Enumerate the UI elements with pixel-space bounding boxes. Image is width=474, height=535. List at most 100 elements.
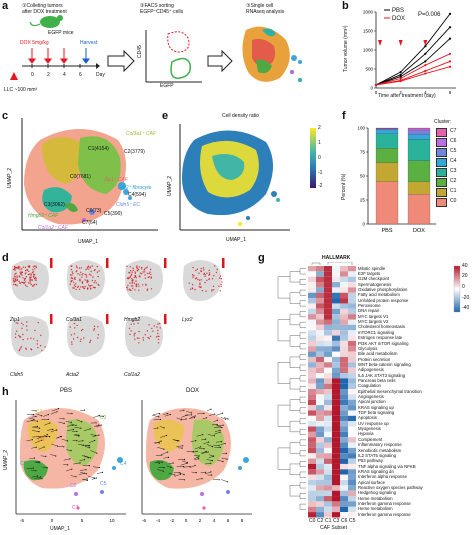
feature-point [30, 273, 32, 275]
h-velocity-head [158, 416, 160, 418]
heatmap-cell [348, 282, 356, 288]
feature-point [152, 330, 154, 332]
heatmap-cell [324, 389, 332, 395]
dendro-branch [289, 356, 300, 368]
h-velocity-arrow [160, 435, 167, 438]
feature-point [28, 270, 30, 272]
feature-point [201, 290, 203, 292]
feature-point [14, 269, 16, 271]
heatmap-cell [316, 506, 324, 513]
feature-point [16, 278, 18, 281]
h-velocity-arrow [90, 433, 96, 436]
feature-point [138, 285, 140, 287]
feature-point [19, 348, 21, 351]
feature-point [134, 271, 136, 273]
feature-point [22, 281, 24, 284]
heatmap-row-label: UV response up [358, 420, 389, 426]
h-velocity-head [183, 458, 186, 461]
e-scale-m1: -1 [318, 170, 323, 176]
h-velocity-arrow [196, 434, 203, 437]
h-velocity-arrow [161, 451, 168, 455]
feature-point [89, 286, 91, 288]
heatmap-cell [316, 314, 324, 320]
heatmap-cell [308, 367, 316, 373]
heatmap-cell [348, 346, 356, 352]
feature-point [81, 286, 84, 288]
heatmap-cell [332, 335, 340, 341]
heatmap-cell [324, 373, 332, 379]
heatmap-cell [324, 442, 332, 448]
heatmap-cell [324, 314, 332, 320]
mini-umap [242, 26, 302, 82]
mice-text: EGFP mice [48, 30, 74, 36]
heatmap-cell [340, 458, 348, 464]
h-velocity-head [221, 412, 224, 414]
feature-point [91, 279, 94, 282]
c-ylabel: UMAP_2 [7, 167, 13, 188]
heatmap-cell [332, 282, 340, 288]
feature-point [18, 280, 20, 283]
feature-point [31, 279, 33, 281]
feature-point [221, 281, 223, 283]
feature-point [35, 265, 37, 267]
dendro-branch [299, 461, 306, 467]
heatmap-cell [324, 453, 332, 459]
heatmap-cell [308, 271, 316, 277]
heatmap-cell [340, 287, 348, 293]
h-velocity-arrow [172, 439, 179, 441]
heatmap-cell [332, 421, 340, 427]
b-ylabel: Tumor volume (mm³) [343, 25, 349, 72]
h-velocity-arrow [93, 424, 99, 427]
feature-point [33, 283, 36, 286]
f-legend-label: C5 [450, 148, 457, 154]
feature-scale-bar [164, 258, 167, 268]
feature-point [17, 266, 20, 268]
heatmap-row-label: Heme metabolism [358, 506, 393, 512]
heatmap-cell [324, 463, 332, 470]
legend-dox: DOX [392, 16, 406, 22]
feature-point [137, 283, 140, 285]
feature-point [86, 279, 88, 282]
b-dose-arrow [423, 40, 428, 46]
b-series-line-PBS [375, 13, 451, 86]
feature-plot-bg [125, 316, 163, 357]
h-velocity-head [95, 422, 97, 424]
heatmap-cell [316, 447, 324, 454]
b-point-DOX [448, 52, 452, 55]
h-velocity-arrow [92, 434, 99, 437]
heatmap-cell [316, 271, 324, 277]
heatmap-cell [316, 346, 324, 352]
h-velocity-head [76, 440, 78, 442]
feature-point [146, 289, 148, 292]
h-velocity-head [49, 422, 51, 424]
h-velocity-head [163, 448, 165, 450]
heatmap-cell [316, 308, 324, 315]
h-velocity-head [221, 427, 223, 429]
h-velocity-head [203, 412, 205, 414]
heatmap-cell [332, 319, 340, 325]
feature-scale-bar [50, 258, 53, 268]
dendro-branch [277, 276, 290, 299]
h-velocity-arrow [77, 440, 83, 442]
h-velocity-arrow [154, 462, 160, 464]
feature-point [192, 276, 194, 278]
h-velocity-head [167, 413, 169, 415]
feature-point [141, 273, 143, 275]
h-pbs-xtick: -5 [20, 518, 24, 523]
heatmap-cell [316, 442, 324, 448]
feature-point [70, 334, 73, 336]
heatmap-cell [316, 276, 324, 283]
feature-point [142, 284, 144, 286]
feature-point [193, 275, 195, 277]
feature-point [69, 283, 72, 285]
h-velocity-arrow [176, 445, 183, 447]
h-velocity-arrow [58, 421, 65, 424]
h-velocity-arrow [164, 414, 171, 417]
heatmap-cell [332, 362, 340, 368]
feature-point [15, 267, 17, 269]
heatmap-cell [348, 351, 356, 357]
heatmap-col-label: C5 [349, 518, 356, 525]
h-cluster-c1 [153, 419, 184, 452]
h-velocity-head [169, 413, 171, 416]
feature-point [220, 285, 222, 287]
